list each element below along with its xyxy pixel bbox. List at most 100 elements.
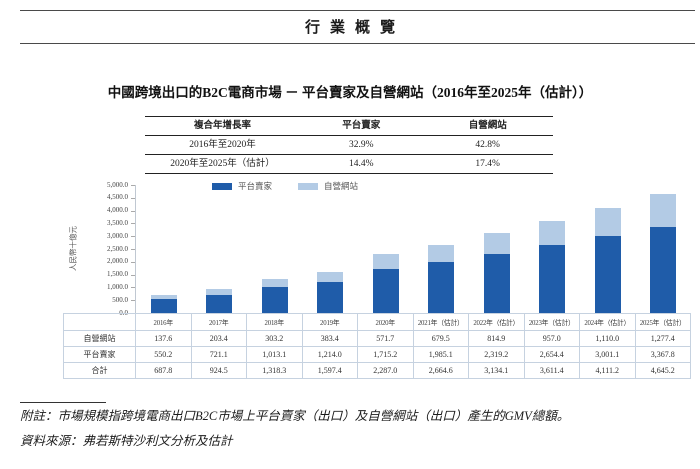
y-tick-mark — [131, 249, 135, 250]
year-cell: 2018年 — [246, 313, 303, 331]
value-cell: 550.2 — [135, 346, 192, 363]
y-tick-label: 4,000.0 — [107, 206, 128, 215]
value-cell: 2,654.4 — [523, 346, 580, 363]
value-cell: 1,277.4 — [634, 330, 691, 347]
year-cell: 2021年（估計） — [412, 313, 469, 331]
value-cell: 1,214.0 — [301, 346, 358, 363]
bar-stack — [372, 254, 399, 313]
value-cell: 3,001.1 — [579, 346, 636, 363]
y-tick-label: 5,000.0 — [107, 180, 128, 189]
cagr-cell: 32.9% — [348, 140, 374, 150]
year-header-row: 2016年 2017年 2018年 2019年 2020年 2021年（估計） 2022年（… — [63, 313, 691, 331]
y-tick-label: 0.0 — [119, 308, 128, 317]
header-rule-bottom — [20, 43, 695, 44]
bar-column — [414, 185, 470, 313]
year-cell: 2017年 — [190, 313, 247, 331]
bar-segment-self-operated — [428, 244, 455, 263]
value-cell: 1,013.1 — [246, 346, 303, 363]
bar-segment-platform — [317, 281, 344, 313]
value-cell: 1,597.4 — [301, 362, 358, 379]
row-label-cell: 自營網站 — [63, 330, 136, 347]
value-cell: 1,985.1 — [412, 346, 469, 363]
value-cell: 2,319.2 — [468, 346, 525, 363]
cagr-cell: 17.4% — [475, 159, 500, 169]
chart-title: 中國跨境出口的B2C電商市場 － 平台賣家及自營網站（2016年至2025年（估… — [107, 85, 593, 100]
cagr-data-row: 2020年至2025年（估計） 14.4% 17.4% — [145, 155, 553, 174]
bar-segment-platform — [428, 262, 455, 313]
y-tick-label: 1,500.0 — [107, 270, 128, 279]
value-cell: 303.2 — [246, 330, 303, 347]
legend-swatch — [212, 182, 232, 190]
bar-column — [303, 185, 359, 313]
value-cell: 203.4 — [190, 330, 247, 347]
bar-segment-platform — [650, 226, 677, 313]
y-tick-label: 1,000.0 — [107, 282, 128, 291]
chart-legend: 平台賣家 自營網站 — [212, 180, 358, 192]
values-table: 2016年 2017年 2018年 2019年 2020年 2021年（估計） 2022年（… — [63, 313, 691, 379]
table-corner-cell — [63, 313, 136, 331]
cagr-header-cell: 平台賣家 — [342, 121, 381, 131]
chart-data-table: 2016年 2017年 2018年 2019年 2020年 2021年（估計） 2022年（… — [63, 313, 691, 379]
cagr-data-row: 2016年至2020年 32.9% 42.8% — [145, 136, 553, 155]
cagr-header-row: 複合年增長率 平台賣家 自營網站 — [145, 117, 553, 136]
value-cell: 571.7 — [357, 330, 414, 347]
value-cell: 1,715.2 — [357, 346, 414, 363]
header-rule-top — [20, 10, 695, 11]
y-tick-label: 3,500.0 — [107, 218, 128, 227]
bar-stack — [594, 207, 621, 313]
y-tick-label: 3,000.0 — [107, 231, 128, 240]
y-tick-mark — [131, 287, 135, 289]
value-cell: 1,110.0 — [579, 330, 636, 347]
value-cell: 3,134.1 — [468, 362, 525, 379]
y-tick-mark — [131, 236, 135, 238]
table-data-row: 自營網站 137.6 203.4 303.2 383.4 571.7 679.5 814.9 9… — [63, 330, 691, 347]
bar-segment-self-operated — [594, 207, 621, 237]
value-cell: 721.1 — [190, 346, 247, 363]
year-cell: 2016年 — [135, 313, 192, 331]
value-cell: 957.0 — [523, 330, 580, 347]
value-cell: 687.8 — [135, 362, 192, 379]
bar-segment-platform — [539, 245, 566, 313]
note-separator-rule — [20, 402, 106, 403]
bar-segment-platform — [261, 287, 288, 313]
legend-item: 自營網站 — [298, 180, 358, 192]
year-cell: 2024年（估計） — [579, 313, 636, 331]
row-label-cell: 合計 — [63, 362, 136, 379]
value-cell: 1,318.3 — [246, 362, 303, 379]
y-tick-label: 2,500.0 — [107, 244, 128, 253]
y-tick-label: 4,500.0 — [107, 193, 128, 202]
year-cell: 2022年（估計） — [468, 313, 525, 331]
bar-segment-self-operated — [650, 194, 677, 227]
table-data-row: 合計 687.8 924.5 1,318.3 1,597.4 2,287.0 2,664.6… — [63, 362, 691, 379]
bar-column — [580, 185, 636, 313]
value-cell: 4,645.2 — [634, 362, 691, 379]
bar-column — [636, 185, 692, 313]
legend-item: 平台賣家 — [212, 180, 272, 192]
bar-stack — [428, 244, 455, 313]
bar-segment-self-operated — [317, 272, 344, 282]
y-tick-label: 2,000.0 — [107, 257, 128, 266]
y-tick-label: 500.0 — [112, 295, 128, 304]
bar-column — [358, 185, 414, 313]
bar-chart-plot — [135, 185, 691, 313]
year-cell: 2019年 — [301, 313, 358, 331]
bar-column — [192, 185, 248, 313]
year-cell: 2023年（估計） — [523, 313, 580, 331]
bar-stack — [206, 289, 233, 313]
bar-segment-platform — [483, 253, 510, 313]
bar-segment-platform — [594, 236, 621, 313]
row-label-cell: 平台賣家 — [63, 346, 136, 363]
cagr-cell: 2016年至2020年 — [189, 140, 256, 150]
year-cell: 2020年 — [357, 313, 414, 331]
footnote-text: 附註：市場規模指跨境電商出口B2C市場上平台賣家（出口）及自營網站（出口）產生的… — [20, 409, 570, 423]
bar-column — [136, 185, 192, 313]
y-tick-mark — [131, 274, 135, 276]
bar-stack — [261, 279, 288, 313]
bar-column — [247, 185, 303, 313]
bar-segment-self-operated — [206, 289, 233, 295]
legend-swatch — [298, 182, 319, 190]
bar-segment-platform — [150, 298, 177, 313]
bar-segment-platform — [206, 294, 233, 313]
bar-stack — [317, 272, 344, 313]
